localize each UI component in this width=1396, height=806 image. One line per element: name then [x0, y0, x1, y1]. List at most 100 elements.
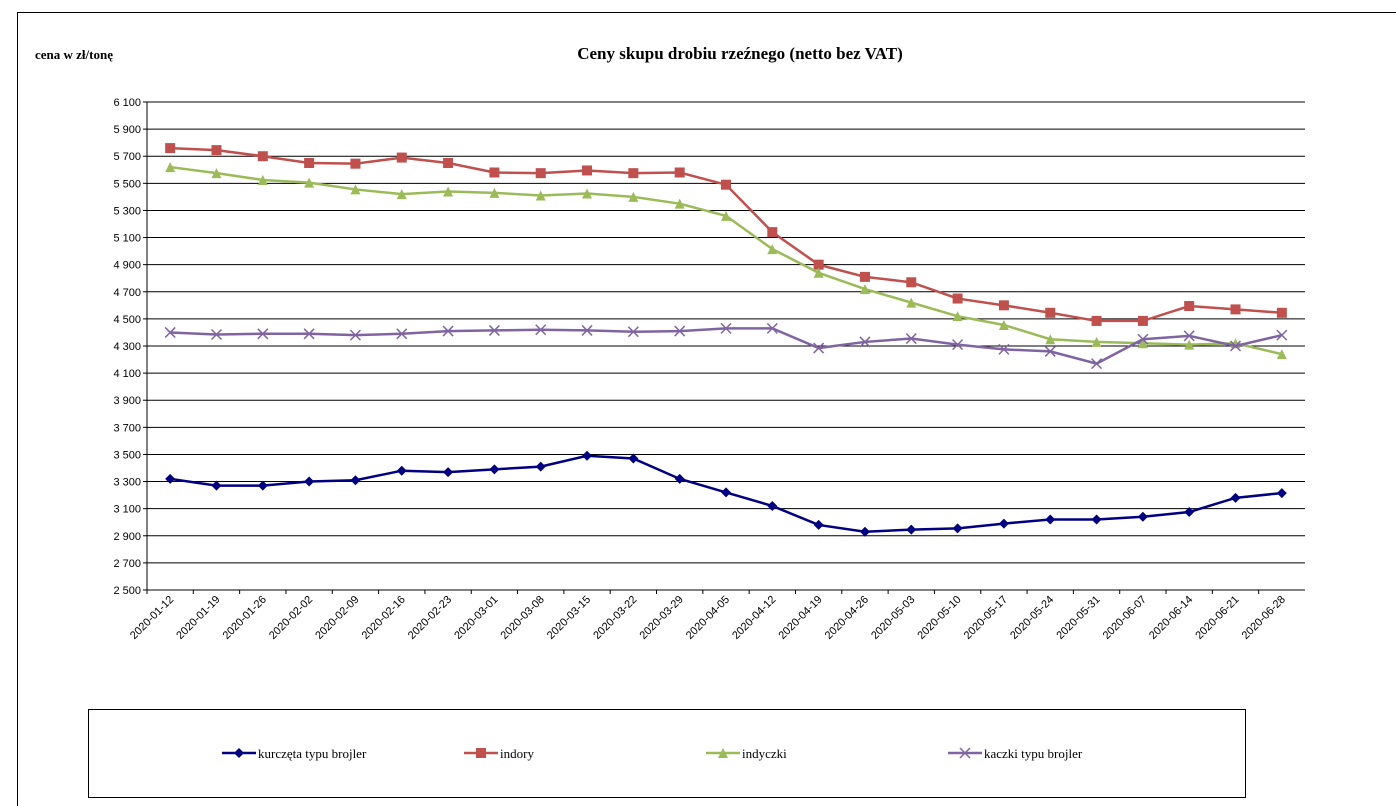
data-point — [581, 324, 593, 336]
x-tick-label: 2020-03-01 — [452, 594, 500, 642]
y-tick-label: 5 700 — [113, 151, 141, 163]
data-point — [952, 311, 963, 322]
data-point — [1276, 307, 1287, 318]
x-tick-label: 2020-04-26 — [823, 594, 871, 642]
data-point — [257, 151, 268, 162]
y-tick-label: 5 300 — [113, 205, 141, 217]
y-tick-label: 4 500 — [113, 314, 141, 326]
data-point — [211, 145, 222, 156]
data-point — [1137, 338, 1148, 349]
data-point — [1045, 514, 1056, 525]
data-point — [767, 244, 778, 255]
x-tick-label: 2020-06-28 — [1240, 594, 1288, 642]
x-tick-label: 2020-02-02 — [267, 594, 315, 642]
x-tick-label: 2020-03-22 — [591, 594, 639, 642]
data-point — [582, 165, 593, 176]
x-tick-label: 2020-06-07 — [1101, 594, 1149, 642]
x-tick-label: 2020-01-19 — [174, 594, 222, 642]
y-tick-label: 4 100 — [113, 368, 141, 380]
data-point — [1230, 492, 1241, 503]
data-point — [628, 453, 639, 464]
data-point — [211, 480, 222, 491]
data-point — [303, 328, 315, 340]
y-tick-label: 2 700 — [113, 558, 141, 570]
data-point — [442, 325, 454, 337]
data-point — [582, 450, 593, 461]
series-line — [169, 165, 1283, 356]
legend-marker — [959, 747, 971, 759]
x-tick-label: 2020-06-21 — [1193, 594, 1241, 642]
data-point — [443, 467, 454, 478]
data-point — [998, 300, 1009, 311]
data-point — [1044, 345, 1056, 357]
x-tick-label: 2020-03-15 — [545, 594, 593, 642]
x-tick-label: 2020-04-19 — [776, 594, 824, 642]
data-point — [627, 326, 639, 338]
x-tick-label: 2020-05-03 — [869, 594, 917, 642]
data-point — [952, 523, 963, 534]
data-point — [257, 328, 269, 340]
x-tick-label: 2020-06-14 — [1147, 594, 1195, 642]
data-point — [720, 322, 732, 334]
x-tick-label: 2020-05-31 — [1054, 594, 1102, 642]
data-point — [535, 168, 546, 179]
data-point — [349, 329, 361, 341]
y-axis-label: cena w zł/tonę — [35, 47, 113, 62]
data-point — [859, 336, 871, 348]
data-point — [211, 168, 222, 179]
x-tick-label: 2020-02-23 — [406, 594, 454, 642]
y-tick-label: 5 500 — [113, 178, 141, 190]
y-tick-label: 5 100 — [113, 233, 141, 245]
data-point — [952, 339, 964, 351]
data-point — [1091, 358, 1103, 370]
data-point — [628, 168, 639, 179]
data-point — [1276, 349, 1287, 360]
data-point — [1230, 304, 1241, 315]
data-point — [165, 162, 176, 173]
data-point — [766, 322, 778, 334]
x-tick-label: 2020-03-08 — [499, 594, 547, 642]
data-point — [721, 179, 731, 190]
data-point — [304, 476, 315, 487]
data-point — [396, 152, 407, 163]
y-tick-label: 4 300 — [113, 341, 141, 353]
data-point — [535, 190, 546, 201]
data-point — [1137, 315, 1148, 326]
data-point — [304, 177, 315, 188]
data-point — [767, 500, 778, 511]
data-point — [164, 326, 176, 338]
data-point — [1184, 301, 1195, 312]
x-tick-label: 2020-04-05 — [684, 594, 732, 642]
y-tick-label: 3 700 — [113, 422, 141, 434]
data-point — [813, 259, 824, 270]
y-tick-label: 3 500 — [113, 449, 141, 461]
x-tick-label: 2020-01-26 — [221, 594, 269, 642]
data-point — [813, 519, 824, 530]
data-point — [1091, 336, 1102, 347]
data-point — [1276, 488, 1287, 499]
x-tick-label: 2020-04-12 — [730, 594, 778, 642]
data-point — [1137, 511, 1148, 522]
data-point — [906, 277, 917, 288]
x-tick-label: 2020-01-12 — [128, 594, 176, 642]
legend-label: kurczęta typu brojler — [258, 746, 367, 761]
data-point — [443, 186, 454, 197]
data-point — [1229, 340, 1242, 352]
x-tick-label: 2020-02-09 — [313, 594, 361, 642]
data-point — [628, 191, 639, 202]
data-point — [165, 473, 176, 484]
data-point — [535, 461, 546, 472]
data-point — [859, 526, 870, 537]
data-point — [396, 465, 407, 476]
x-tick-label: 2020-05-24 — [1008, 594, 1056, 642]
data-point — [859, 271, 870, 282]
data-point — [489, 187, 500, 198]
legend-label: kaczki typu brojler — [984, 746, 1083, 761]
y-tick-label: 3 100 — [113, 504, 141, 516]
legend-marker — [476, 748, 486, 758]
y-tick-label: 4 700 — [113, 287, 141, 299]
y-tick-label: 6 100 — [113, 97, 141, 109]
data-point — [582, 188, 593, 199]
